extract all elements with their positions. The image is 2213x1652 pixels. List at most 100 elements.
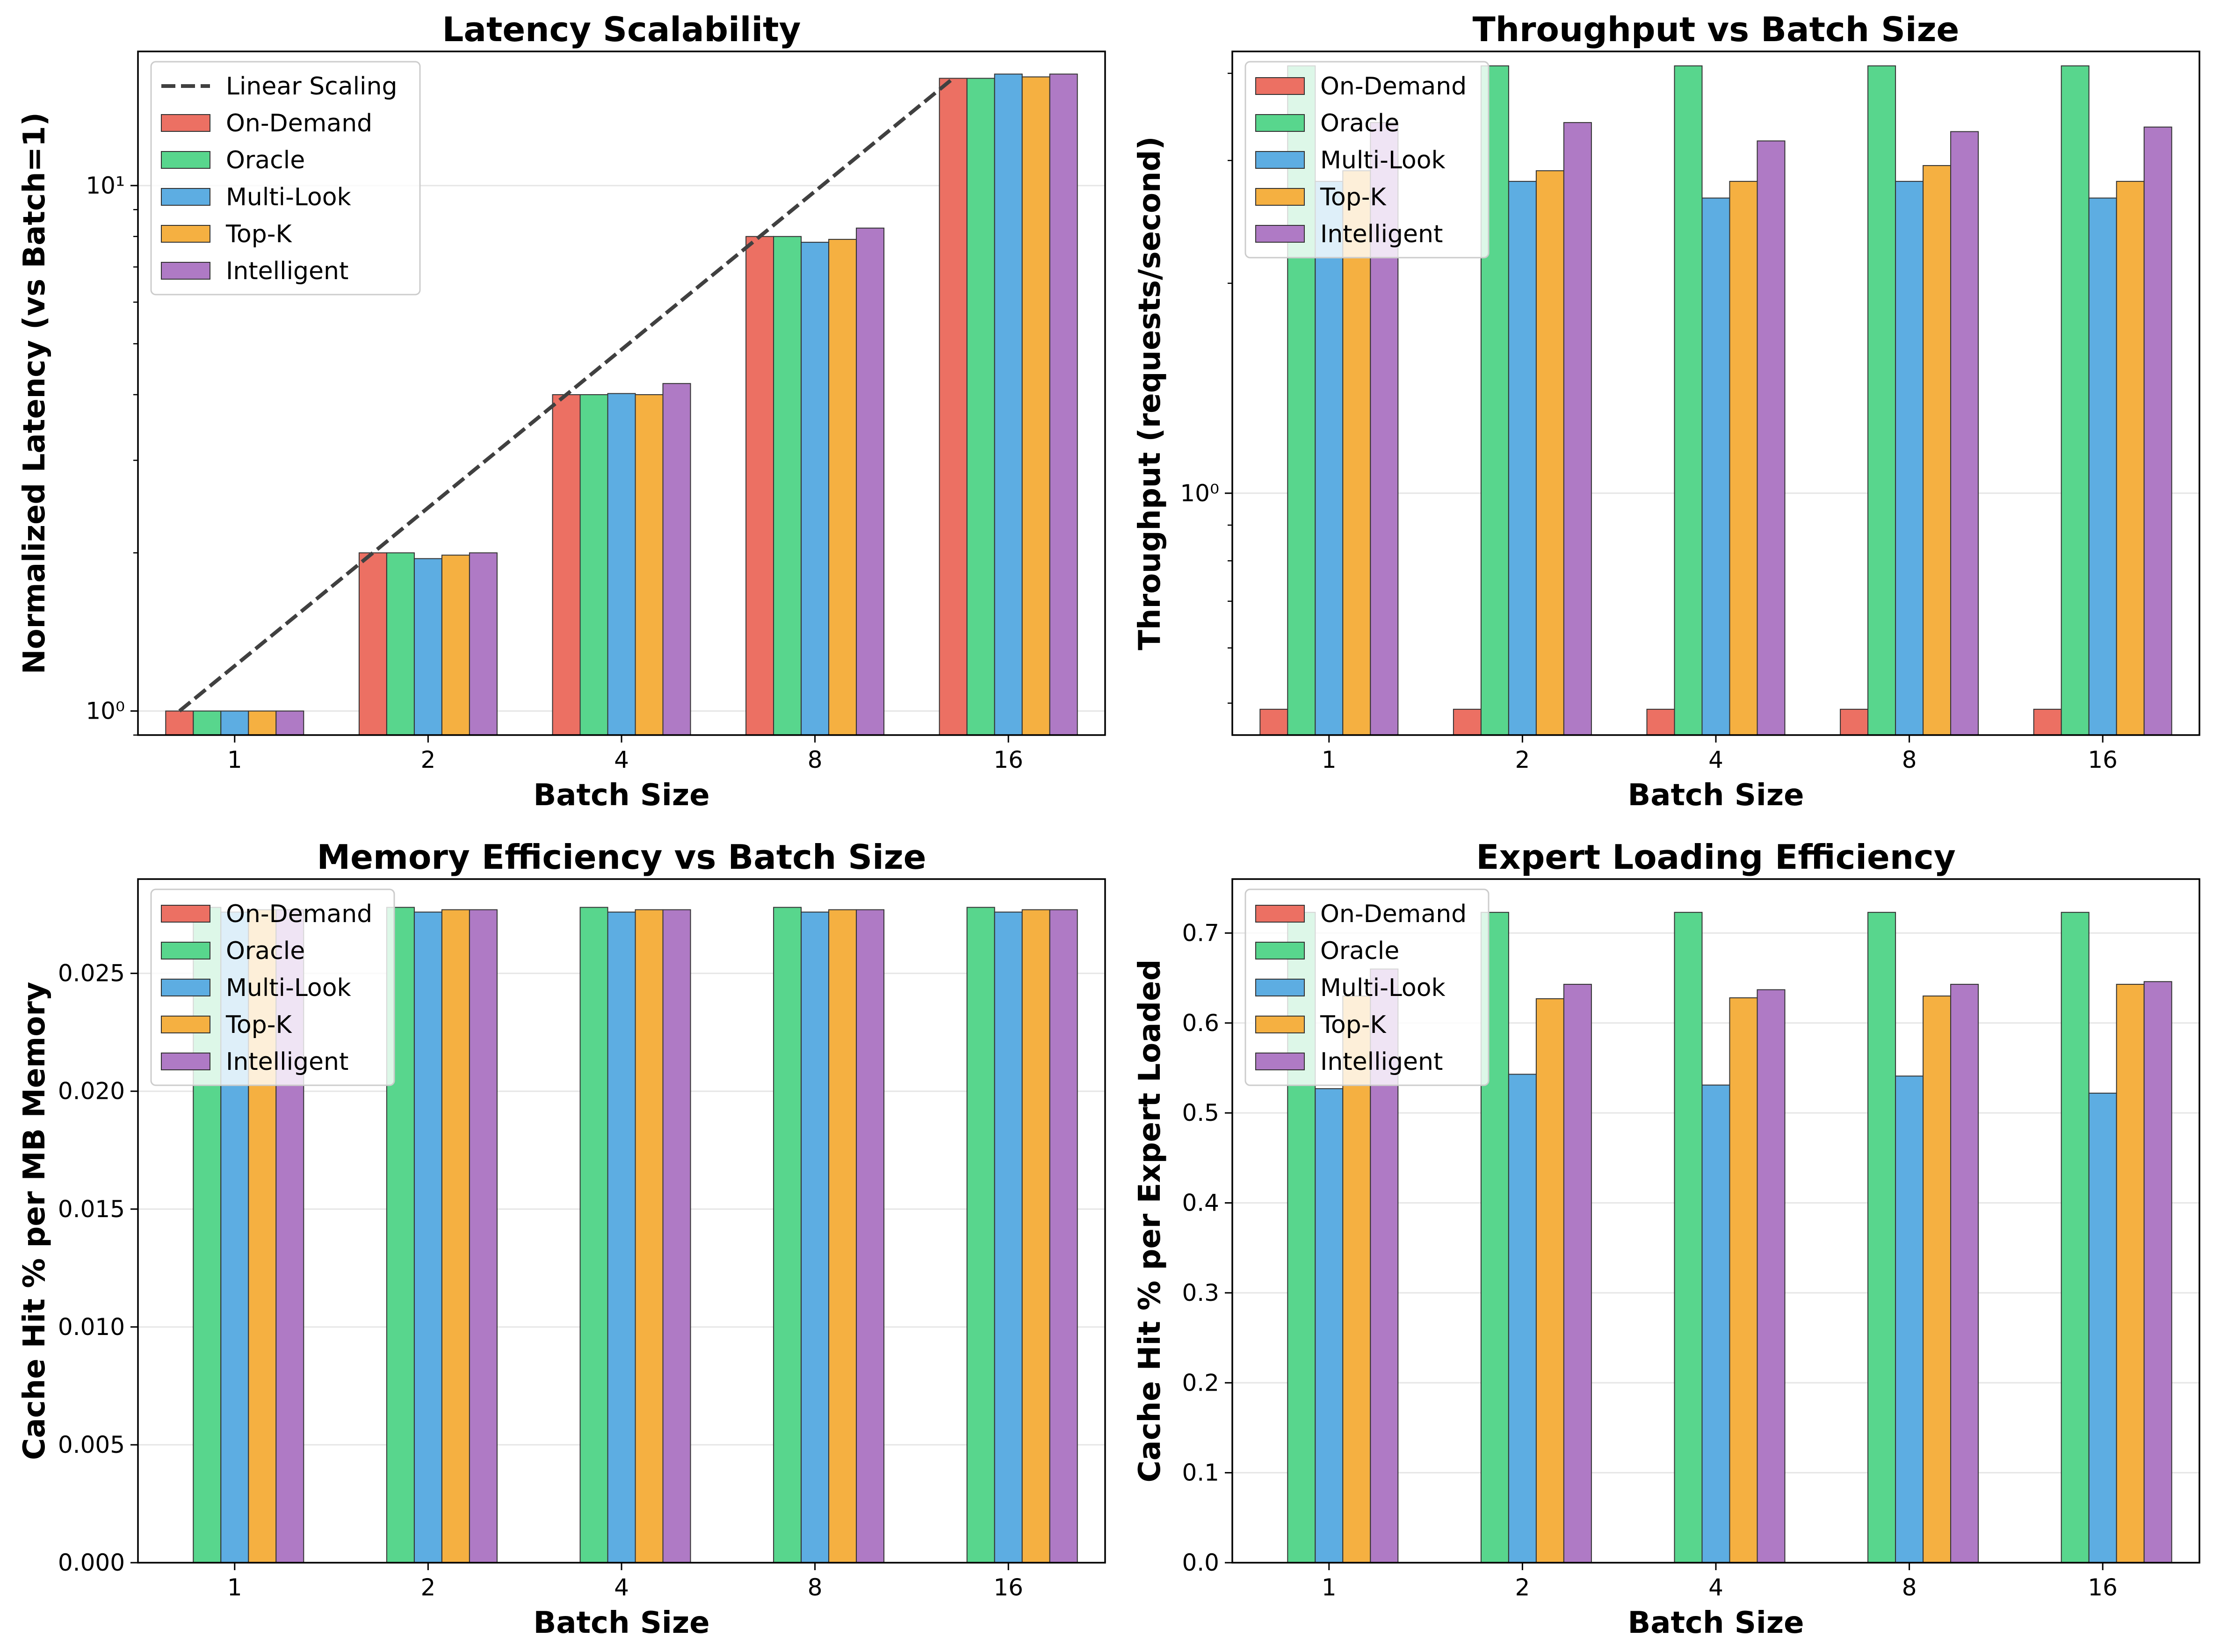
bar-intelligent-16 (2143, 126, 2172, 736)
bar-top-k-4 (1729, 180, 1758, 736)
legend-swatch-on-demand (1255, 77, 1305, 95)
bar-oracle-16 (2061, 912, 2090, 1563)
x-tick-label: 2 (420, 1574, 435, 1601)
chart-title: Expert Loading Efficiency (1476, 837, 1956, 877)
bar-on-demand-1 (1259, 708, 1288, 736)
bar-multi-look-1 (220, 710, 249, 736)
bar-top-k-4 (635, 394, 664, 736)
bar-top-k-2 (1535, 170, 1564, 736)
legend-swatch-oracle (161, 151, 210, 169)
legend-box (1244, 888, 1490, 1086)
legend-label-on-demand: On-Demand (226, 900, 372, 928)
legend-swatch-on-demand (161, 114, 210, 132)
y-tick-label: 0.000 (58, 1549, 125, 1576)
x-tick-label: 8 (808, 746, 823, 773)
bar-oracle-16 (966, 78, 995, 736)
bar-multi-look-8 (801, 911, 830, 1563)
y-tick-label: 10⁰ (1180, 480, 1219, 507)
bar-multi-look-8 (1895, 180, 1924, 736)
bar-top-k-2 (441, 555, 470, 736)
y-tick-label: 0.020 (58, 1078, 125, 1105)
legend-swatch-on-demand (1255, 905, 1305, 923)
legend-label-intelligent: Intelligent (1320, 220, 1443, 248)
legend: On-Demand Oracle Multi-Look Top-K Intelligen… (1244, 61, 1490, 259)
plot-frame (1231, 878, 2200, 1564)
legend-label-oracle: Oracle (1320, 937, 1399, 965)
legend-label-oracle: Oracle (226, 937, 305, 965)
bar-top-k-16 (2116, 180, 2145, 736)
x-tick-label: 16 (2088, 746, 2118, 773)
x-tick-label: 4 (1708, 746, 1723, 773)
x-axis-label: Batch Size (533, 1606, 709, 1640)
y-tick-label: 0.005 (58, 1431, 125, 1458)
legend-label-on-demand: On-Demand (1320, 900, 1467, 928)
bar-intelligent-8 (1950, 131, 1979, 736)
y-tick-label: 0.015 (58, 1196, 125, 1223)
legend-label-top-k: Top-K (1320, 1011, 1387, 1039)
legend-swatch-oracle (161, 942, 210, 959)
bar-intelligent-16 (1049, 909, 1078, 1563)
legend-label-multi-look: Multi-Look (1320, 974, 1446, 1002)
y-axis-label: Cache Hit % per MB Memory (17, 982, 52, 1460)
bar-oracle-4 (1674, 65, 1703, 736)
bar-top-k-2 (441, 909, 470, 1563)
legend-swatch-on-demand (161, 905, 210, 923)
legend-swatch-oracle (1255, 114, 1305, 132)
legend-swatch-top-k (161, 1016, 210, 1033)
bar-multi-look-8 (801, 242, 830, 736)
legend-label-on-demand: On-Demand (1320, 72, 1467, 101)
x-axis-label: Batch Size (533, 778, 709, 813)
bar-top-k-8 (828, 238, 857, 736)
x-axis-label: Batch Size (1627, 1606, 1804, 1640)
x-tick-label: 2 (1515, 746, 1530, 773)
y-tick-label: 10⁰ (86, 698, 125, 725)
bar-oracle-4 (579, 394, 608, 736)
bar-multi-look-16 (994, 73, 1023, 736)
y-tick-label: 0.010 (58, 1313, 125, 1341)
plot-frame (1231, 50, 2200, 736)
y-tick-label: 0.0 (1182, 1549, 1219, 1576)
bar-on-demand-2 (358, 552, 387, 736)
bar-top-k-8 (828, 909, 857, 1563)
bar-on-demand-16 (939, 78, 968, 736)
legend-box (150, 888, 395, 1086)
x-tick-label: 2 (1515, 1574, 1530, 1601)
bar-on-demand-2 (1453, 708, 1482, 736)
bar-oracle-8 (773, 236, 802, 736)
y-axis-label: Cache Hit % per Expert Loaded (1133, 959, 1167, 1483)
legend-swatch-intelligent (161, 262, 210, 280)
bar-intelligent-1 (275, 710, 304, 736)
plot-frame (137, 878, 1106, 1564)
bar-top-k-16 (1021, 909, 1050, 1563)
bar-on-demand-8 (1840, 708, 1869, 736)
chart-title: Latency Scalability (442, 10, 801, 49)
bar-multi-look-2 (413, 558, 442, 736)
chart-title: Throughput vs Batch Size (1473, 10, 1960, 49)
legend-label-intelligent: Intelligent (226, 1048, 348, 1076)
legend-label-oracle: Oracle (226, 146, 305, 174)
line-linear-scaling (178, 77, 955, 713)
legend-label-multi-look: Multi-Look (226, 974, 351, 1002)
bar-intelligent-2 (469, 552, 498, 736)
x-tick-label: 4 (614, 1574, 629, 1601)
bar-oracle-16 (2061, 65, 2090, 736)
y-tick-label: 0.6 (1182, 1010, 1219, 1037)
bar-intelligent-4 (1757, 140, 1786, 736)
x-axis-label: Batch Size (1627, 778, 1804, 813)
bar-top-k-16 (2116, 984, 2145, 1563)
bar-oracle-8 (773, 907, 802, 1563)
bar-multi-look-16 (2088, 197, 2117, 736)
bar-oracle-4 (579, 907, 608, 1563)
x-tick-label: 16 (993, 1574, 1023, 1601)
legend-label-oracle: Oracle (1320, 109, 1399, 137)
legend-swatch-intelligent (161, 1053, 210, 1070)
bar-multi-look-4 (1701, 197, 1730, 736)
bar-intelligent-2 (1563, 122, 1592, 736)
legend-swatch-intelligent (1255, 225, 1305, 243)
x-tick-label: 8 (1902, 746, 1917, 773)
y-tick-label: 0.1 (1182, 1459, 1219, 1486)
bar-oracle-4 (1674, 912, 1703, 1563)
bar-intelligent-8 (856, 227, 885, 736)
legend-label-linear-scaling: Linear Scaling (226, 72, 397, 101)
